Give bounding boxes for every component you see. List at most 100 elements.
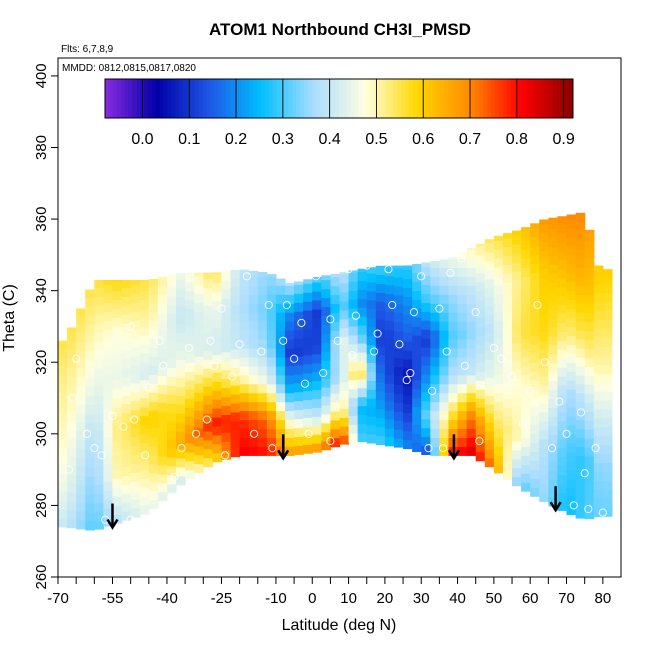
heatmap-cell — [557, 295, 568, 306]
heatmap-cell — [148, 419, 159, 429]
colorbar-tick-label: 0.2 — [225, 131, 247, 148]
heatmap-cell — [357, 360, 368, 371]
heatmap-cell — [203, 448, 213, 459]
heatmap-cell — [584, 303, 595, 314]
heatmap-cell — [121, 493, 132, 503]
heatmap-cell — [457, 383, 468, 394]
colorbar-swatch — [452, 79, 457, 118]
colorbar-tick-label: 0.0 — [131, 131, 153, 148]
heatmap-cell — [502, 452, 513, 462]
sample-point — [159, 361, 168, 370]
heatmap-cell — [285, 446, 295, 456]
heatmap-cell — [448, 330, 459, 340]
heatmap-cell — [148, 490, 159, 501]
heatmap-cell — [403, 367, 413, 378]
heatmap-cell — [67, 339, 77, 350]
heatmap-cell — [512, 230, 522, 236]
heatmap-cell — [566, 299, 577, 310]
heatmap-cell — [421, 409, 431, 420]
heatmap-cell — [121, 394, 132, 405]
heatmap-cell — [185, 469, 195, 480]
heatmap-cell — [430, 437, 440, 447]
heatmap-cell — [493, 347, 504, 358]
heatmap-cell — [212, 300, 223, 311]
heatmap-cell — [557, 438, 568, 449]
heatmap-cell — [502, 273, 513, 283]
heatmap-cell — [339, 417, 350, 427]
heatmap-cell — [575, 212, 586, 215]
heatmap-cell — [602, 498, 613, 508]
heatmap-cell — [221, 387, 232, 398]
colorbar-frame — [104, 78, 574, 119]
heatmap-cell — [330, 285, 341, 296]
heatmap-cell — [157, 491, 168, 502]
heatmap-cell — [484, 421, 495, 432]
sample-point — [290, 354, 299, 363]
heatmap-cell — [448, 257, 459, 260]
heatmap-cell — [357, 351, 368, 362]
heatmap-cell — [557, 216, 568, 225]
heatmap-cell — [303, 345, 313, 356]
heatmap-cell — [185, 406, 195, 417]
colorbar-swatch — [303, 79, 309, 118]
heatmap-cell — [157, 455, 168, 466]
heatmap-cell — [321, 378, 332, 388]
heatmap-cell — [230, 385, 241, 395]
heatmap-cell — [357, 387, 368, 398]
heatmap-cell — [239, 410, 250, 421]
sample-point — [442, 347, 451, 356]
colorbar-swatch — [557, 79, 562, 118]
heatmap-cell — [203, 287, 213, 298]
heatmap-cell — [221, 324, 232, 335]
heatmap-cell — [584, 464, 595, 475]
heatmap-cell — [339, 336, 350, 347]
heatmap-cell — [94, 305, 104, 315]
heatmap-cell — [330, 437, 341, 448]
heatmap-cell — [139, 451, 150, 461]
heatmap-cell — [384, 400, 395, 411]
heatmap-cell — [330, 428, 341, 439]
heatmap-cell — [466, 338, 477, 349]
heatmap-cell — [521, 240, 531, 251]
heatmap-cell — [557, 268, 568, 279]
colorbar-swatch — [225, 79, 231, 118]
heatmap-cell — [584, 285, 595, 296]
heatmap-cell — [330, 339, 341, 349]
heatmap-cell — [339, 318, 350, 329]
heatmap-cell — [330, 330, 341, 340]
heatmap-cell — [112, 326, 123, 336]
heatmap-cell — [185, 281, 195, 292]
heatmap-cell — [393, 393, 404, 403]
heatmap-cell — [448, 401, 459, 412]
heatmap-cell — [448, 303, 459, 313]
heatmap-cell — [85, 485, 95, 495]
heatmap-cell — [502, 362, 513, 373]
heatmap-cell — [248, 446, 259, 456]
heatmap-cell — [130, 382, 141, 393]
heatmap-cell — [548, 264, 559, 274]
heatmap-cell — [266, 321, 277, 331]
heatmap-cell — [157, 294, 168, 305]
heatmap-cell — [484, 412, 495, 423]
heatmap-cell — [393, 285, 404, 296]
heatmap-cell — [221, 271, 232, 272]
heatmap-cell — [112, 299, 123, 309]
heatmap-cell — [502, 255, 513, 266]
heatmap-cell — [257, 276, 268, 286]
heatmap-cell — [557, 474, 568, 485]
heatmap-cell — [575, 508, 586, 519]
heatmap-cell — [139, 496, 150, 506]
heatmap-cell — [348, 270, 359, 273]
heatmap-cell — [484, 457, 495, 468]
heatmap-cell — [575, 401, 586, 412]
heatmap-cell — [221, 369, 232, 380]
heatmap-cell — [448, 294, 459, 304]
heatmap-cell — [439, 267, 450, 277]
colorbar-swatch — [389, 79, 395, 118]
heatmap-cell — [67, 465, 77, 475]
heatmap-cell — [121, 475, 132, 485]
heatmap-cell — [602, 283, 613, 294]
heatmap-cell — [130, 400, 141, 411]
heatmap-cell — [430, 276, 440, 286]
heatmap-cell — [212, 434, 223, 445]
